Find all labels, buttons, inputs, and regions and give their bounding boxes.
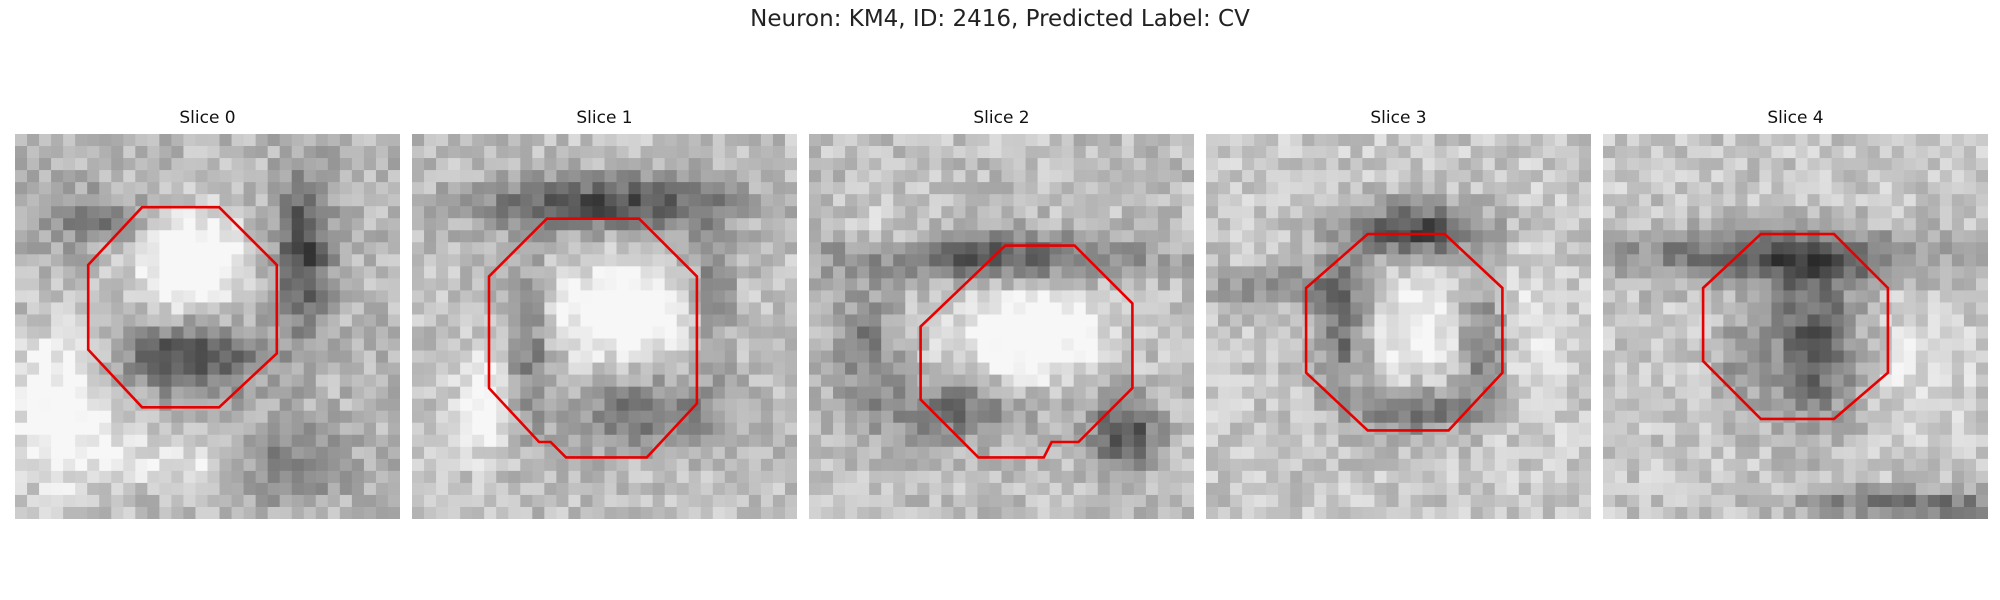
outline-octagon xyxy=(919,244,1134,459)
slice-image xyxy=(809,134,1194,519)
outline-octagon xyxy=(487,217,699,459)
slice-image xyxy=(15,134,400,519)
slice-title: Slice 0 xyxy=(179,108,236,128)
outline-octagon xyxy=(1701,232,1890,421)
outline-octagon xyxy=(1304,232,1504,432)
slice-title: Slice 1 xyxy=(576,108,633,128)
slice-title: Slice 2 xyxy=(973,108,1030,128)
figure-title: Neuron: KM4, ID: 2416, Predicted Label: … xyxy=(750,6,1250,32)
slice-image xyxy=(1206,134,1591,519)
slice-image xyxy=(1603,134,1988,519)
slice-title: Slice 4 xyxy=(1767,108,1824,128)
outline-octagon xyxy=(86,205,279,409)
slice-title: Slice 3 xyxy=(1370,108,1427,128)
slice-image xyxy=(412,134,797,519)
